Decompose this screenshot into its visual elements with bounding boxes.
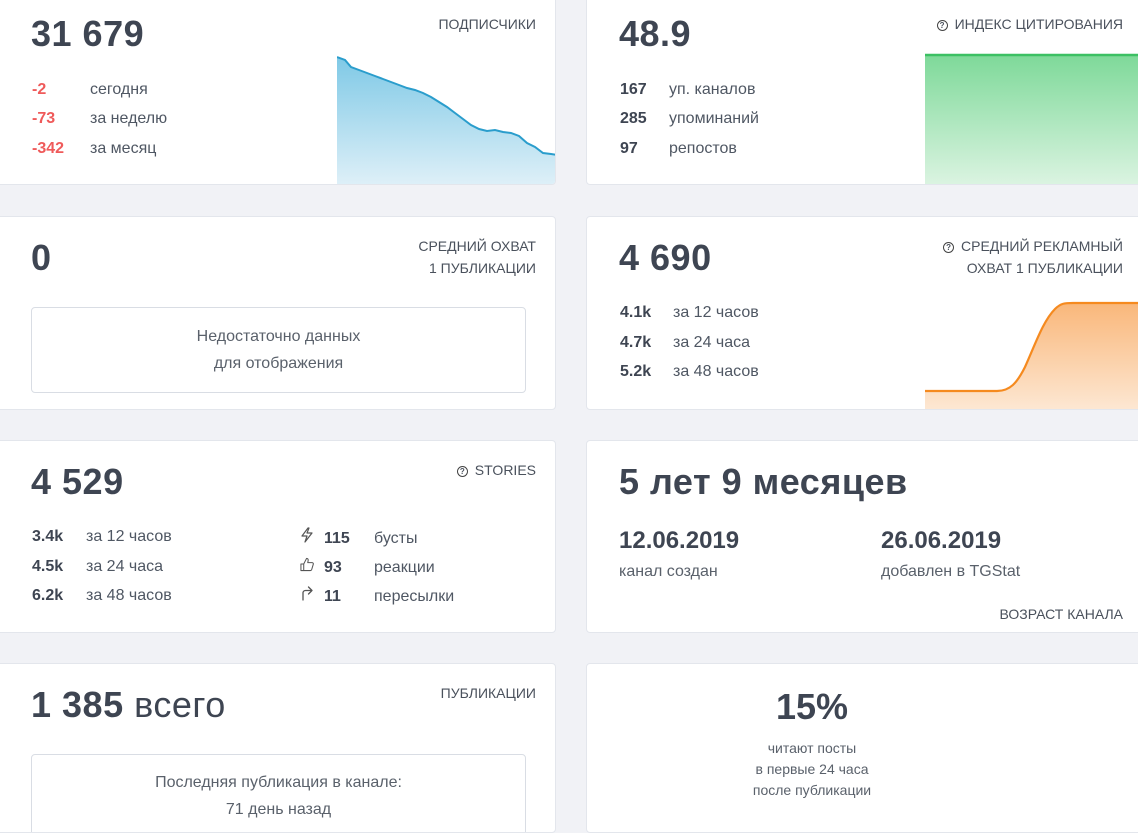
stat-text: за 24 часа bbox=[86, 558, 164, 575]
channel-age-card: 5 лет 9 месяцев 12.06.2019 канал создан … bbox=[586, 440, 1138, 633]
stat-text: бусты bbox=[374, 530, 418, 547]
stat-value: 93 bbox=[324, 559, 342, 576]
stat-value: 97 bbox=[620, 140, 638, 157]
last-publication-line: 71 день назад bbox=[225, 801, 332, 818]
stories-row-48h: 6.2k за 48 часов bbox=[32, 586, 172, 606]
publications-card: 1 385 всего ПУБЛИКАЦИИ Последняя публика… bbox=[0, 663, 556, 833]
citation-card: 48.9 ? ИНДЕКС ЦИТИРОВАНИЯ 167 уп. каналов … bbox=[586, 0, 1138, 185]
stat-text: за 12 часов bbox=[86, 528, 172, 545]
stories-label[interactable]: ? STORIES bbox=[456, 459, 536, 481]
caption-line: читают посты bbox=[767, 740, 857, 756]
stat-text: за 12 часов bbox=[673, 304, 759, 321]
readers-percent: 15% bbox=[775, 686, 849, 727]
citation-label-text: ИНДЕКС ЦИТИРОВАНИЯ bbox=[954, 16, 1123, 32]
thumbs-up-icon bbox=[300, 557, 314, 572]
stat-text: реакции bbox=[374, 559, 435, 576]
stories-row-12h: 3.4k за 12 часов bbox=[32, 527, 172, 547]
stat-text: уп. каналов bbox=[669, 81, 756, 98]
stat-value: 6.2k bbox=[32, 587, 64, 604]
subscribers-card: 31 679 ПОДПИСЧИКИ -2 сегодня -73 за неделю… bbox=[0, 0, 556, 185]
citation-row-mentions: 285 упоминаний bbox=[620, 109, 759, 129]
stat-value: -73 bbox=[32, 110, 56, 127]
citation-total: 48.9 bbox=[619, 13, 692, 54]
lightning-icon bbox=[301, 527, 313, 543]
subscribers-label[interactable]: ПОДПИСЧИКИ bbox=[438, 16, 536, 32]
stat-text: за 24 часа bbox=[673, 334, 751, 351]
stories-row-24h: 4.5k за 24 часа bbox=[32, 557, 163, 577]
stat-value: 4.1k bbox=[620, 304, 652, 321]
stat-value: 5.2k bbox=[620, 363, 652, 380]
ad-reach-sparkline[interactable] bbox=[925, 297, 1138, 410]
stat-text: за 48 часов bbox=[673, 363, 759, 380]
avg-reach-total: 0 bbox=[31, 237, 52, 278]
avg-reach-label[interactable]: СРЕДНИЙ ОХВАТ 1 ПУБЛИКАЦИИ bbox=[418, 235, 536, 279]
avg-reach-card: 0 СРЕДНИЙ ОХВАТ 1 ПУБЛИКАЦИИ Недостаточн… bbox=[0, 216, 556, 410]
ad-reach-label[interactable]: ? СРЕДНИЙ РЕКЛАМНЫЙ ОХВАТ 1 ПУБЛИКАЦИИ bbox=[943, 235, 1123, 279]
stories-label-text: STORIES bbox=[474, 462, 536, 478]
help-icon[interactable]: ? bbox=[943, 242, 955, 253]
added-date: 26.06.2019 bbox=[881, 527, 1002, 554]
readers-card: 15% читают посты в первые 24 часа после … bbox=[586, 663, 1138, 833]
ad-reach-card: 4 690 ? СРЕДНИЙ РЕКЛАМНЫЙ ОХВАТ 1 ПУБЛИКА… bbox=[586, 216, 1138, 410]
citation-row-channels: 167 уп. каналов bbox=[620, 80, 755, 100]
subscribers-sparkline[interactable] bbox=[337, 55, 556, 185]
publications-label[interactable]: ПУБЛИКАЦИИ bbox=[440, 685, 536, 701]
subscribers-total: 31 679 bbox=[31, 13, 145, 54]
subscribers-row-month: -342 за месяц bbox=[32, 139, 156, 159]
stat-text: сегодня bbox=[90, 81, 148, 98]
label-line: ОХВАТ 1 ПУБЛИКАЦИИ bbox=[966, 260, 1123, 276]
stat-text: за 48 часов bbox=[86, 587, 172, 604]
publications-suffix: всего bbox=[134, 684, 226, 725]
stat-value: 3.4k bbox=[32, 528, 64, 545]
label-line: СРЕДНИЙ РЕКЛАМНЫЙ bbox=[961, 238, 1123, 254]
stat-value: 4.5k bbox=[32, 558, 64, 575]
citation-row-reposts: 97 репостов bbox=[620, 139, 737, 159]
label-line: 1 ПУБЛИКАЦИИ bbox=[428, 260, 536, 276]
stat-value: 285 bbox=[620, 110, 647, 127]
stat-text: за месяц bbox=[90, 140, 157, 157]
publications-count: 1 385 bbox=[31, 684, 124, 725]
subscribers-row-today: -2 сегодня bbox=[32, 80, 148, 100]
channel-age-label: ВОЗРАСТ КАНАЛА bbox=[999, 606, 1123, 622]
no-data-line: для отображения bbox=[213, 355, 344, 372]
citation-label[interactable]: ? ИНДЕКС ЦИТИРОВАНИЯ bbox=[936, 13, 1123, 35]
channel-age-total: 5 лет 9 месяцев bbox=[619, 461, 908, 502]
added-text: добавлен в TGStat bbox=[881, 563, 1021, 580]
caption-line: после публикации bbox=[752, 782, 872, 798]
stat-text: пересылки bbox=[374, 588, 455, 605]
last-publication-box: Последняя публикация в канале: 71 день н… bbox=[31, 754, 526, 832]
ad-reach-total: 4 690 bbox=[619, 237, 712, 278]
caption-line: в первые 24 часа bbox=[755, 761, 869, 777]
created-text: канал создан bbox=[619, 563, 718, 580]
readers-caption: читают посты в первые 24 часа после публ… bbox=[587, 738, 1037, 801]
ad-reach-row-24h: 4.7k за 24 часа bbox=[620, 333, 750, 353]
ad-reach-row-12h: 4.1k за 12 часов bbox=[620, 303, 759, 323]
created-date: 12.06.2019 bbox=[619, 527, 740, 554]
last-publication-line: Последняя публикация в канале: bbox=[155, 774, 402, 791]
stories-stat-forwards: 11 пересылки bbox=[300, 586, 454, 607]
help-icon[interactable]: ? bbox=[936, 20, 948, 31]
stat-value: -342 bbox=[32, 140, 65, 157]
help-icon[interactable]: ? bbox=[456, 466, 468, 477]
ad-reach-row-48h: 5.2k за 48 часов bbox=[620, 362, 759, 382]
stat-text: за неделю bbox=[90, 110, 168, 127]
stat-text: репостов bbox=[669, 140, 737, 157]
stories-stat-reactions: 93 реакции bbox=[300, 557, 435, 578]
subscribers-row-week: -73 за неделю bbox=[32, 109, 167, 129]
publications-total: 1 385 всего bbox=[31, 684, 226, 726]
stories-stat-boosts: 115 бусты bbox=[300, 527, 417, 549]
no-data-box: Недостаточно данных для отображения bbox=[31, 307, 526, 393]
no-data-line: Недостаточно данных bbox=[196, 328, 361, 345]
share-arrow-icon bbox=[302, 586, 313, 601]
stat-value: -2 bbox=[32, 81, 47, 98]
stat-value: 167 bbox=[620, 81, 647, 98]
stat-text: упоминаний bbox=[669, 110, 759, 127]
stories-total: 4 529 bbox=[31, 461, 124, 502]
label-line: СРЕДНИЙ ОХВАТ bbox=[418, 238, 536, 254]
citation-sparkline[interactable] bbox=[925, 53, 1138, 185]
stat-value: 4.7k bbox=[620, 334, 652, 351]
stat-value: 11 bbox=[324, 588, 341, 605]
stories-card: 4 529 ? STORIES 3.4k за 12 часов 4.5k за 24… bbox=[0, 440, 556, 633]
stat-value: 115 bbox=[324, 530, 350, 547]
